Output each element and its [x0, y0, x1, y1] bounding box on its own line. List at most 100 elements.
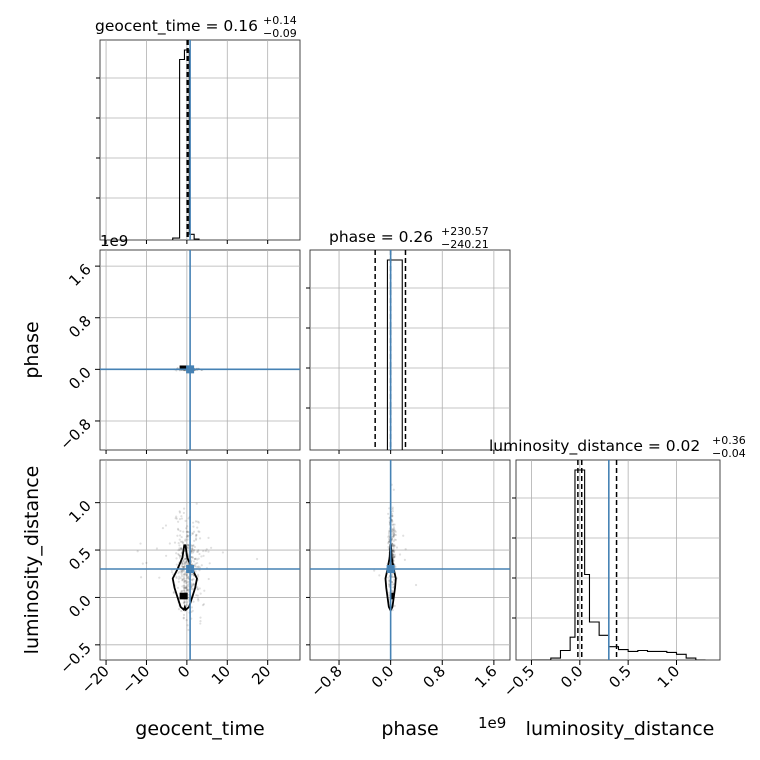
scatter-point [392, 551, 395, 554]
scatter-point [191, 532, 194, 535]
scatter-point [393, 527, 396, 530]
scatter-point [196, 566, 200, 569]
scatter-point [158, 576, 161, 579]
scatter-point [192, 583, 196, 586]
scatter-point [392, 531, 396, 534]
scatter-point [391, 510, 394, 513]
title-geocent-time-minus: −0.09 [263, 27, 297, 40]
title-luminosity-distance-plus: +0.36 [712, 434, 746, 447]
scatter-point [184, 557, 187, 560]
scatter-point [185, 527, 188, 530]
scatter-point [192, 544, 195, 547]
scatter-point [184, 539, 187, 542]
scatter-point [196, 550, 199, 553]
scatter-point [192, 560, 196, 563]
scatter-point [392, 556, 395, 559]
scatter-point [183, 589, 186, 592]
scatter-point [202, 549, 205, 553]
scatter-point [207, 536, 210, 539]
scatter-point [207, 550, 210, 553]
scatter-point [183, 577, 186, 580]
scatter-point [187, 628, 190, 632]
scatter-point [190, 563, 194, 566]
scatter-point [388, 584, 391, 588]
scatter-point [195, 565, 198, 568]
scatter-point [391, 549, 394, 552]
x-tick-label: 0.0 [368, 662, 398, 692]
scatter-point [195, 594, 198, 597]
scatter-point [391, 583, 394, 586]
scatter-point [175, 552, 178, 555]
scatter-point [191, 584, 194, 587]
scatter-point [393, 538, 396, 541]
scatter-point [180, 547, 183, 550]
scatter-point [404, 548, 407, 551]
scatter-point [200, 564, 203, 567]
scatter-point [178, 547, 181, 550]
scatter-point [182, 572, 186, 576]
scatter-point [196, 587, 199, 591]
scatter-point [255, 557, 259, 561]
y-tick-label: 0.0 [65, 592, 95, 622]
scatter-point [187, 583, 190, 586]
scatter-point [186, 543, 189, 547]
scatter-point [196, 573, 200, 576]
scatter-point [182, 617, 185, 620]
scatter-point [186, 601, 189, 604]
x-tick-label: 0.5 [605, 662, 635, 692]
scatter-point [207, 577, 210, 581]
truth-marker [186, 565, 195, 574]
scatter-point [388, 530, 391, 534]
scatter-point [197, 521, 200, 524]
scatter-point [190, 606, 194, 609]
title-phase-minus: −240.21 [441, 238, 489, 251]
scatter-point [205, 548, 208, 551]
scatter-point [193, 564, 196, 568]
scatter-point [202, 603, 206, 606]
scatter-point [177, 542, 180, 545]
scatter-point [391, 506, 394, 509]
scatter-point [183, 566, 186, 569]
scatter-point [183, 557, 186, 560]
scatter-point [193, 545, 197, 549]
scatter-point [194, 570, 197, 573]
scatter-point [186, 624, 189, 627]
scatter-point [165, 554, 168, 557]
scatter-point [181, 563, 184, 566]
scatter-point [390, 527, 394, 531]
scatter-point [192, 521, 195, 524]
scatter-point [392, 528, 395, 532]
scatter-point [208, 562, 211, 565]
scatter-point [191, 573, 195, 576]
scatter-point [183, 507, 186, 510]
scatter-point [191, 556, 195, 559]
panel-phase-vs-phase [309, 249, 511, 451]
scatter-point [182, 565, 185, 569]
scatter-point [192, 525, 195, 528]
scatter-point [187, 546, 190, 549]
scatter-point [178, 511, 182, 514]
scatter-point [176, 586, 180, 589]
scatter-point [190, 545, 194, 548]
scatter-point [373, 569, 376, 572]
scatter-point [177, 608, 181, 611]
scatter-point [392, 553, 395, 556]
truth-marker [186, 365, 195, 374]
scatter-point [183, 562, 187, 565]
scatter-point [174, 517, 177, 520]
scatter-point [196, 561, 199, 565]
scatter-point [178, 544, 181, 547]
y-tick-label: 1.6 [65, 260, 95, 290]
scatter-point [191, 556, 194, 559]
scatter-point [186, 588, 189, 592]
scatter-point [180, 570, 184, 573]
scatter-point [180, 535, 183, 539]
density-core [179, 365, 188, 370]
scatter-point [186, 530, 189, 533]
scatter-point [183, 580, 186, 583]
truth-lines [100, 40, 610, 660]
scatter-point [184, 538, 187, 541]
scatter-point [191, 578, 194, 581]
scatter-point [180, 515, 183, 518]
scatter-point [388, 540, 391, 543]
